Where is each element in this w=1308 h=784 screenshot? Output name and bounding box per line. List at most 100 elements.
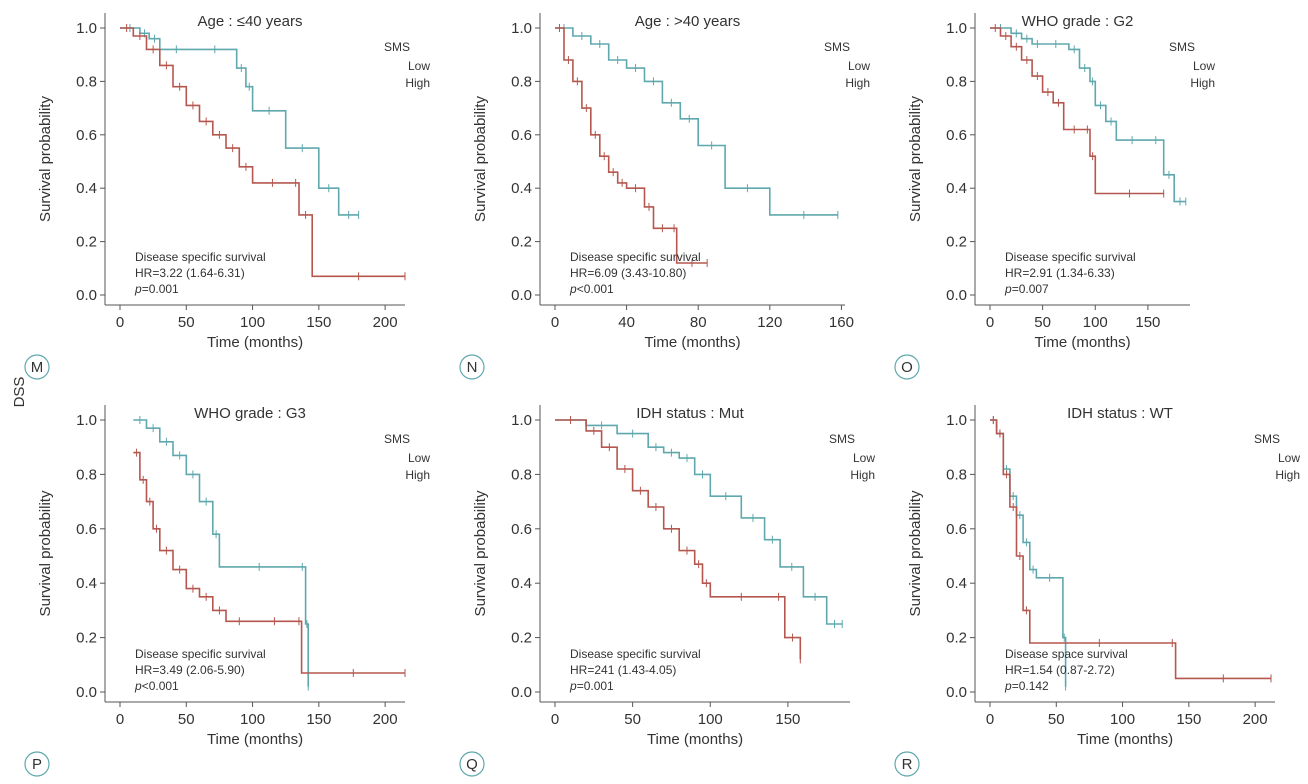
p-symbol: p <box>134 282 142 296</box>
y-tick-label: 0.0 <box>76 684 97 701</box>
legend-entry-high: High <box>1190 76 1215 90</box>
panel-title: WHO grade : G3 <box>194 405 306 422</box>
y-tick-label: 0.8 <box>511 73 532 90</box>
x-tick-label: 200 <box>373 314 398 331</box>
dss-side-label: DSS <box>11 377 28 408</box>
km-curve-low <box>990 27 1186 203</box>
stats-line-test: Disease space survival <box>1005 647 1128 661</box>
p-symbol: p <box>1004 282 1012 296</box>
panel-letter: N <box>467 359 478 376</box>
x-tick-label: 160 <box>829 314 854 331</box>
stats-line-p: p=0.001 <box>569 679 614 693</box>
p-value: =0.142 <box>1012 679 1049 693</box>
panel-title: IDH status : WT <box>1067 405 1173 422</box>
km-curve-low <box>120 27 359 216</box>
panel-badge <box>459 354 485 380</box>
legend-title: SMS <box>824 40 850 54</box>
stats-line-hr: HR=3.49 (2.06-5.90) <box>135 663 245 677</box>
y-tick-label: 1.0 <box>511 412 532 429</box>
panel-title: WHO grade : G2 <box>1022 13 1134 30</box>
x-axis-label: Time (months) <box>207 731 303 748</box>
y-tick-label: 0.6 <box>76 521 97 538</box>
y-tick-label: 0.0 <box>76 287 97 304</box>
x-tick-label: 100 <box>698 711 723 728</box>
y-tick-label: 1.0 <box>76 20 97 37</box>
panel-letter: R <box>902 756 913 773</box>
x-tick-label: 0 <box>986 314 994 331</box>
legend-entry-low: Low <box>408 59 430 73</box>
y-tick-label: 1.0 <box>946 412 967 429</box>
y-axis-label: Survival probability <box>472 490 489 616</box>
y-tick-label: 0.8 <box>76 73 97 90</box>
p-symbol: p <box>569 679 577 693</box>
y-tick-label: 0.4 <box>511 180 532 197</box>
panel-letter: Q <box>466 756 478 773</box>
km-curve-low <box>555 27 838 216</box>
x-tick-label: 0 <box>116 314 124 331</box>
x-tick-label: 100 <box>1083 314 1108 331</box>
p-value: =0.001 <box>142 282 179 296</box>
y-tick-label: 0.4 <box>946 575 967 592</box>
y-tick-label: 0.6 <box>946 127 967 144</box>
legend-entry-low: Low <box>848 59 870 73</box>
y-tick-label: 0.2 <box>946 630 967 647</box>
p-symbol: p <box>1004 679 1012 693</box>
panel-badge <box>24 354 50 380</box>
y-tick-label: 0.0 <box>946 684 967 701</box>
x-tick-label: 0 <box>986 711 994 728</box>
legend-entry-high: High <box>405 76 430 90</box>
km-panel-q: 0.0 0.2 0.4 0.6 0.8 1.0 0 50 100 150 Time (months)… <box>459 405 875 777</box>
stats-line-hr: HR=6.09 (3.43-10.80) <box>570 266 686 280</box>
p-symbol: p <box>569 282 577 296</box>
y-tick-label: 0.2 <box>76 630 97 647</box>
legend-entry-high: High <box>405 468 430 482</box>
y-axis-label: Survival probability <box>37 490 54 616</box>
x-tick-label: 50 <box>178 314 195 331</box>
y-tick-label: 0.2 <box>76 234 97 251</box>
stats-line-p: p=0.142 <box>1004 679 1049 693</box>
km-curve-low <box>133 419 309 687</box>
x-tick-label: 40 <box>618 314 635 331</box>
legend-entry-low: Low <box>408 451 430 465</box>
legend-entry-high: High <box>1275 468 1300 482</box>
km-curve-high <box>133 451 405 674</box>
x-tick-label: 200 <box>373 711 398 728</box>
x-tick-label: 150 <box>306 314 331 331</box>
p-value: =0.007 <box>1012 282 1049 296</box>
y-tick-label: 0.8 <box>946 73 967 90</box>
km-curve-high <box>120 27 405 278</box>
km-panel-p: 0.0 0.2 0.4 0.6 0.8 1.0 0 50 100 150 200 Time (mont… <box>24 405 430 777</box>
y-tick-label: 0.4 <box>76 180 97 197</box>
y-tick-label: 1.0 <box>511 20 532 37</box>
x-axis-label: Time (months) <box>644 334 740 351</box>
km-panel-n: 0.0 0.2 0.4 0.6 0.8 1.0 0 40 80 120 160 Time (month… <box>459 13 870 380</box>
y-tick-label: 0.2 <box>511 630 532 647</box>
p-value: =0.001 <box>577 679 614 693</box>
km-panel-m: 0.0 0.2 0.4 0.6 0.8 1.0 0 50 100 150 200 Time (mont… <box>24 13 430 380</box>
y-tick-label: 0.6 <box>511 127 532 144</box>
km-panel-o: 0.0 0.2 0.4 0.6 0.8 1.0 0 50 100 150 Time (months)… <box>894 13 1215 380</box>
km-curve-high <box>990 27 1164 195</box>
stats-line-test: Disease specific survival <box>570 250 701 264</box>
p-value: <0.001 <box>577 282 614 296</box>
stats-line-hr: HR=241 (1.43-4.05) <box>570 663 676 677</box>
panel-badge <box>894 751 920 777</box>
y-axis-label: Survival probability <box>37 96 54 222</box>
legend-title: SMS <box>384 432 410 446</box>
x-tick-label: 100 <box>240 711 265 728</box>
y-tick-label: 0.6 <box>76 127 97 144</box>
stats-line-p: p=0.007 <box>1004 282 1049 296</box>
x-tick-label: 50 <box>1048 711 1065 728</box>
y-tick-label: 0.2 <box>946 234 967 251</box>
legend-entry-low: Low <box>853 451 875 465</box>
km-curve-high <box>555 419 802 660</box>
x-tick-label: 150 <box>1135 314 1160 331</box>
panel-badge <box>24 751 50 777</box>
legend-title: SMS <box>1254 432 1280 446</box>
stats-line-p: p=0.001 <box>134 282 179 296</box>
x-tick-label: 0 <box>551 314 559 331</box>
panel-letter: P <box>32 756 42 773</box>
x-axis-label: Time (months) <box>647 731 743 748</box>
x-tick-label: 0 <box>551 711 559 728</box>
y-tick-label: 0.8 <box>946 466 967 483</box>
